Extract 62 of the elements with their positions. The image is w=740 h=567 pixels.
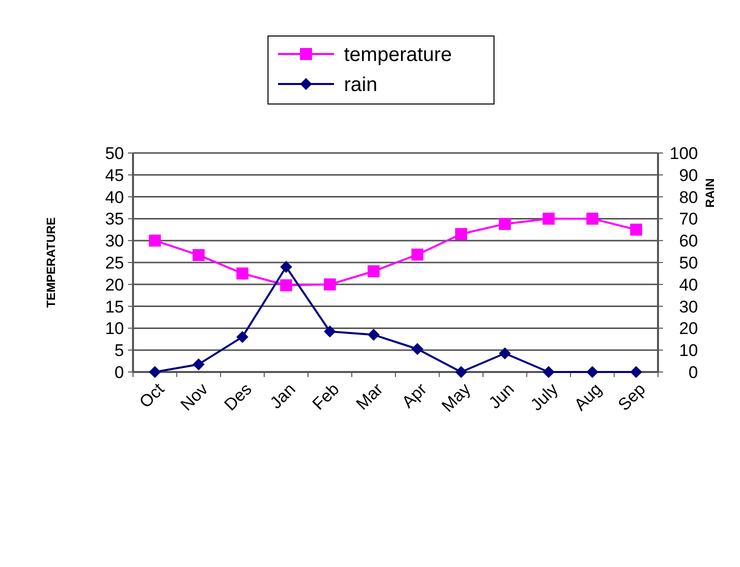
point bbox=[280, 279, 292, 292]
y-tick-label: 10 bbox=[105, 319, 124, 338]
y-tick-label: 20 bbox=[105, 275, 124, 294]
y-tick-label: 50 bbox=[105, 144, 124, 163]
x-tick-label: Apr bbox=[398, 379, 431, 412]
y2-tick-label: 0 bbox=[688, 362, 698, 382]
point bbox=[192, 358, 205, 370]
point bbox=[192, 249, 205, 262]
x-tick-label: Feb bbox=[308, 380, 343, 414]
x-tick-label: Aug bbox=[570, 380, 606, 414]
y-tick-label: 25 bbox=[105, 253, 124, 272]
x-tick-label: Mar bbox=[352, 379, 387, 414]
x-tick-label: May bbox=[438, 379, 475, 416]
point bbox=[280, 260, 292, 273]
y2-tick-label: 70 bbox=[679, 210, 698, 229]
legend-label: temperature bbox=[344, 44, 452, 66]
point bbox=[324, 278, 336, 290]
y2-tick-label: 30 bbox=[679, 297, 698, 316]
y2-tick-label: 60 bbox=[679, 232, 698, 251]
y-tick-label: 5 bbox=[114, 341, 124, 360]
legend-label: rain bbox=[344, 74, 378, 96]
y-tick-label: 45 bbox=[105, 166, 124, 185]
y-axis-title: TEMPERATURE bbox=[44, 217, 58, 308]
point bbox=[542, 366, 555, 378]
y-tick-label: 15 bbox=[105, 297, 124, 316]
x-tick-label: Nov bbox=[176, 379, 212, 414]
point bbox=[236, 330, 248, 343]
point bbox=[411, 248, 424, 261]
y-tick-label: 35 bbox=[105, 210, 124, 229]
y2-tick-label: 50 bbox=[679, 253, 698, 272]
y-tick-label: 0 bbox=[114, 362, 124, 382]
y2-tick-label: 20 bbox=[679, 319, 698, 338]
point bbox=[630, 366, 642, 378]
point bbox=[542, 212, 555, 225]
point bbox=[455, 228, 468, 240]
y2-tick-label: 40 bbox=[679, 275, 698, 294]
y-tick-label: 40 bbox=[105, 188, 124, 207]
y2-tick-label: 80 bbox=[679, 188, 698, 207]
point bbox=[411, 343, 424, 356]
x-tick-label: Jun bbox=[485, 380, 518, 412]
point bbox=[324, 325, 336, 338]
point bbox=[455, 366, 468, 378]
point bbox=[368, 265, 380, 278]
x-tick-label: Jan bbox=[266, 380, 300, 412]
point bbox=[236, 267, 248, 280]
point bbox=[148, 366, 161, 378]
y2-tick-label: 100 bbox=[670, 144, 698, 163]
x-tick-label: July bbox=[526, 379, 562, 414]
y2-tick-label: 10 bbox=[679, 341, 698, 360]
x-tick-label: Des bbox=[220, 380, 256, 414]
y2-axis-title: RAIN bbox=[703, 178, 717, 208]
point bbox=[498, 218, 511, 230]
point bbox=[368, 328, 380, 341]
point bbox=[586, 212, 598, 225]
y2-tick-label: 90 bbox=[679, 166, 698, 185]
point bbox=[630, 224, 642, 236]
x-tick-label: Sep bbox=[614, 380, 650, 414]
point bbox=[586, 366, 598, 378]
point bbox=[498, 347, 511, 360]
point bbox=[148, 234, 161, 247]
x-tick-label: Oct bbox=[136, 379, 168, 412]
y-tick-label: 30 bbox=[105, 232, 124, 251]
